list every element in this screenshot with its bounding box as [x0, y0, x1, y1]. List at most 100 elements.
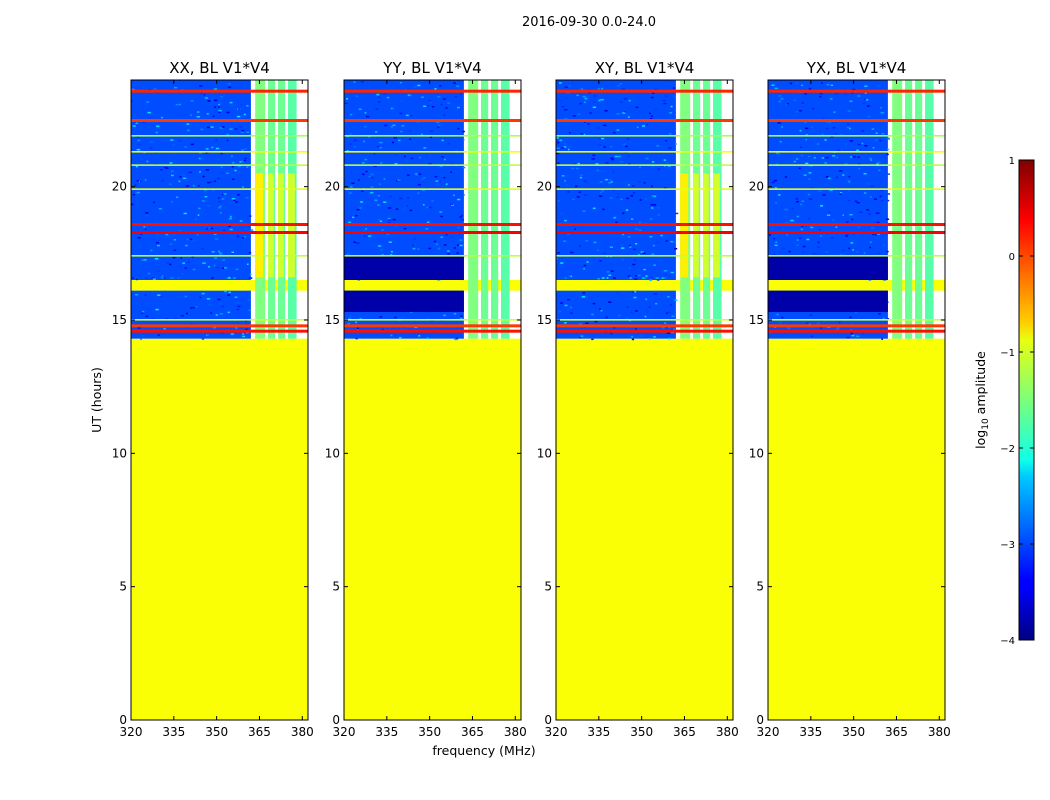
speckle: [575, 167, 579, 170]
speckle: [212, 326, 217, 329]
speckle: [822, 194, 826, 196]
speckle: [402, 316, 405, 319]
speckle: [801, 200, 805, 203]
speckle: [774, 87, 779, 90]
speckle: [351, 182, 355, 185]
speckle: [662, 327, 665, 329]
speckle: [443, 244, 447, 246]
speckle: [219, 253, 223, 255]
figure-suptitle: 2016-09-30 0.0-24.0: [522, 15, 656, 30]
speckle: [231, 161, 235, 164]
y-tick-label: 20: [112, 180, 127, 194]
speckle: [134, 184, 137, 186]
y-tick-label: 20: [749, 180, 764, 194]
speckle: [857, 226, 861, 229]
noise-speckle: [131, 83, 254, 340]
speckle: [643, 182, 646, 184]
speckle: [356, 327, 360, 330]
speckle: [211, 179, 215, 181]
rfi-line-0: [131, 89, 308, 93]
rfi-line-7: [556, 231, 733, 234]
speckle: [222, 230, 226, 232]
speckle: [781, 126, 784, 128]
speckle: [795, 200, 799, 203]
speckle: [612, 277, 617, 279]
rfi-line-8: [768, 255, 945, 257]
speckle: [360, 81, 364, 83]
speckle: [665, 326, 669, 329]
speckle: [227, 294, 231, 296]
speckle: [153, 88, 157, 90]
speckle: [839, 193, 842, 195]
speckle: [453, 313, 457, 315]
colorbar: −4 −3 −2 −1 0 1 log10 amplitude: [973, 156, 1035, 647]
speckle: [232, 178, 235, 180]
speckle: [454, 95, 458, 98]
speckle: [242, 333, 245, 335]
speckle: [241, 129, 245, 132]
speckle: [563, 240, 567, 242]
speckle: [850, 242, 854, 244]
channel-2: [915, 80, 923, 339]
speckle: [632, 192, 636, 194]
speckle: [352, 332, 354, 334]
speckle: [876, 221, 880, 224]
speckle: [237, 108, 241, 110]
speckle: [190, 114, 192, 116]
speckle: [443, 314, 446, 317]
speckle: [633, 296, 637, 299]
speckle: [427, 105, 430, 107]
speckle: [587, 123, 590, 125]
speckle: [874, 198, 877, 200]
speckle: [878, 169, 881, 172]
speckle: [410, 115, 413, 117]
speckle: [830, 84, 834, 87]
speckle: [639, 144, 643, 147]
speckle: [879, 107, 882, 109]
rfi-line-11: [344, 329, 521, 333]
speckle: [197, 214, 200, 216]
speckle: [400, 130, 403, 133]
speckle: [779, 140, 782, 143]
speckle: [450, 203, 453, 206]
speckle: [623, 98, 628, 100]
speckle: [630, 218, 634, 220]
region-0: [131, 338, 308, 720]
speckle: [198, 207, 201, 210]
speckle: [773, 179, 778, 182]
speckle: [155, 131, 158, 134]
speckle: [599, 138, 602, 140]
speckle: [135, 192, 137, 195]
speckle: [170, 170, 174, 172]
colorbar-ticks: −4 −3 −2 −1 0 1: [1000, 156, 1034, 647]
speckle: [217, 298, 221, 301]
speckle: [143, 259, 147, 261]
speckle: [583, 267, 585, 270]
speckle: [134, 293, 138, 296]
rfi-line-5: [768, 188, 945, 190]
speckle: [638, 166, 642, 169]
speckle: [851, 88, 856, 91]
speckle: [423, 105, 427, 108]
speckle: [141, 259, 144, 262]
y-tick-label: 15: [112, 313, 127, 327]
speckle: [397, 179, 401, 181]
speckle: [154, 258, 159, 260]
speckle: [579, 176, 583, 179]
speckle: [377, 204, 380, 206]
speckle: [856, 149, 860, 152]
speckle: [866, 182, 870, 185]
speckle: [801, 84, 804, 87]
speckle: [600, 146, 604, 148]
speckle: [668, 311, 671, 314]
speckle: [348, 221, 351, 224]
speckle: [199, 151, 202, 154]
speckle: [137, 327, 141, 329]
speckle: [234, 128, 238, 130]
speckle: [631, 291, 634, 293]
speckle: [375, 131, 378, 133]
speckle: [816, 143, 820, 145]
speckle: [887, 138, 891, 140]
speckle: [156, 125, 160, 128]
speckle: [624, 145, 628, 148]
